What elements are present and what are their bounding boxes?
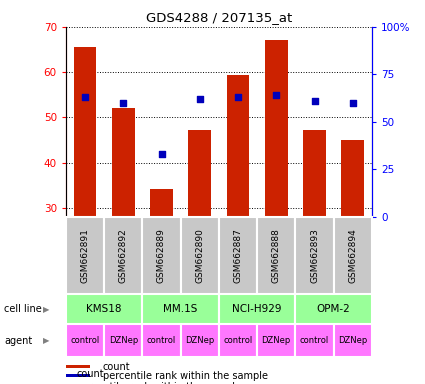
Text: MM.1S: MM.1S xyxy=(164,304,198,314)
Text: GSM662892: GSM662892 xyxy=(119,228,128,283)
Text: ▶: ▶ xyxy=(42,336,49,345)
Text: count: count xyxy=(102,361,130,372)
Text: control: control xyxy=(147,336,176,345)
Point xyxy=(273,92,280,98)
Bar xyxy=(295,217,334,294)
Text: GSM662891: GSM662891 xyxy=(80,228,90,283)
Bar xyxy=(257,217,295,294)
Bar xyxy=(334,217,372,294)
Text: NCI-H929: NCI-H929 xyxy=(232,304,282,314)
Bar xyxy=(66,374,91,377)
Text: GSM662893: GSM662893 xyxy=(310,228,319,283)
Bar xyxy=(66,365,91,367)
Bar xyxy=(257,324,295,357)
Text: GSM662888: GSM662888 xyxy=(272,228,281,283)
Bar xyxy=(142,217,181,294)
Text: control: control xyxy=(300,336,329,345)
Bar xyxy=(181,217,219,294)
Text: control: control xyxy=(71,336,99,345)
Bar xyxy=(295,324,334,357)
Point xyxy=(235,94,241,100)
Bar xyxy=(188,130,211,217)
Bar xyxy=(66,324,104,357)
Bar xyxy=(66,294,142,324)
Text: GSM662890: GSM662890 xyxy=(195,228,204,283)
Text: DZNep: DZNep xyxy=(338,336,367,345)
Point xyxy=(82,94,88,100)
Text: DZNep: DZNep xyxy=(262,336,291,345)
Bar xyxy=(334,324,372,357)
Bar xyxy=(303,130,326,217)
Title: GDS4288 / 207135_at: GDS4288 / 207135_at xyxy=(146,11,292,24)
Bar xyxy=(104,217,142,294)
Bar xyxy=(265,40,288,217)
Text: count: count xyxy=(76,369,104,379)
Bar xyxy=(142,324,181,357)
Bar xyxy=(66,217,104,294)
Bar xyxy=(295,294,372,324)
Bar xyxy=(74,47,96,217)
Text: percentile rank within the sample: percentile rank within the sample xyxy=(102,371,268,381)
Text: GSM662894: GSM662894 xyxy=(348,228,357,283)
Text: KMS18: KMS18 xyxy=(86,304,122,314)
Bar xyxy=(341,140,364,217)
Text: DZNep: DZNep xyxy=(185,336,214,345)
Bar xyxy=(219,217,257,294)
Text: GSM662887: GSM662887 xyxy=(233,228,243,283)
Text: GSM662889: GSM662889 xyxy=(157,228,166,283)
Text: DZNep: DZNep xyxy=(109,336,138,345)
Point xyxy=(120,100,127,106)
Bar xyxy=(142,294,219,324)
Bar xyxy=(112,108,135,217)
Text: control: control xyxy=(224,336,252,345)
Point xyxy=(349,100,356,106)
Point xyxy=(311,98,318,104)
Bar xyxy=(104,324,142,357)
Bar xyxy=(219,294,295,324)
Point xyxy=(196,96,203,102)
Point xyxy=(158,151,165,157)
Text: percentile rank within the sample: percentile rank within the sample xyxy=(76,382,241,384)
Bar xyxy=(181,324,219,357)
Bar xyxy=(150,189,173,217)
Bar xyxy=(219,324,257,357)
Text: agent: agent xyxy=(4,336,32,346)
Text: OPM-2: OPM-2 xyxy=(317,304,351,314)
Text: cell line: cell line xyxy=(4,304,42,314)
Bar xyxy=(227,75,249,217)
Text: ▶: ▶ xyxy=(42,305,49,314)
